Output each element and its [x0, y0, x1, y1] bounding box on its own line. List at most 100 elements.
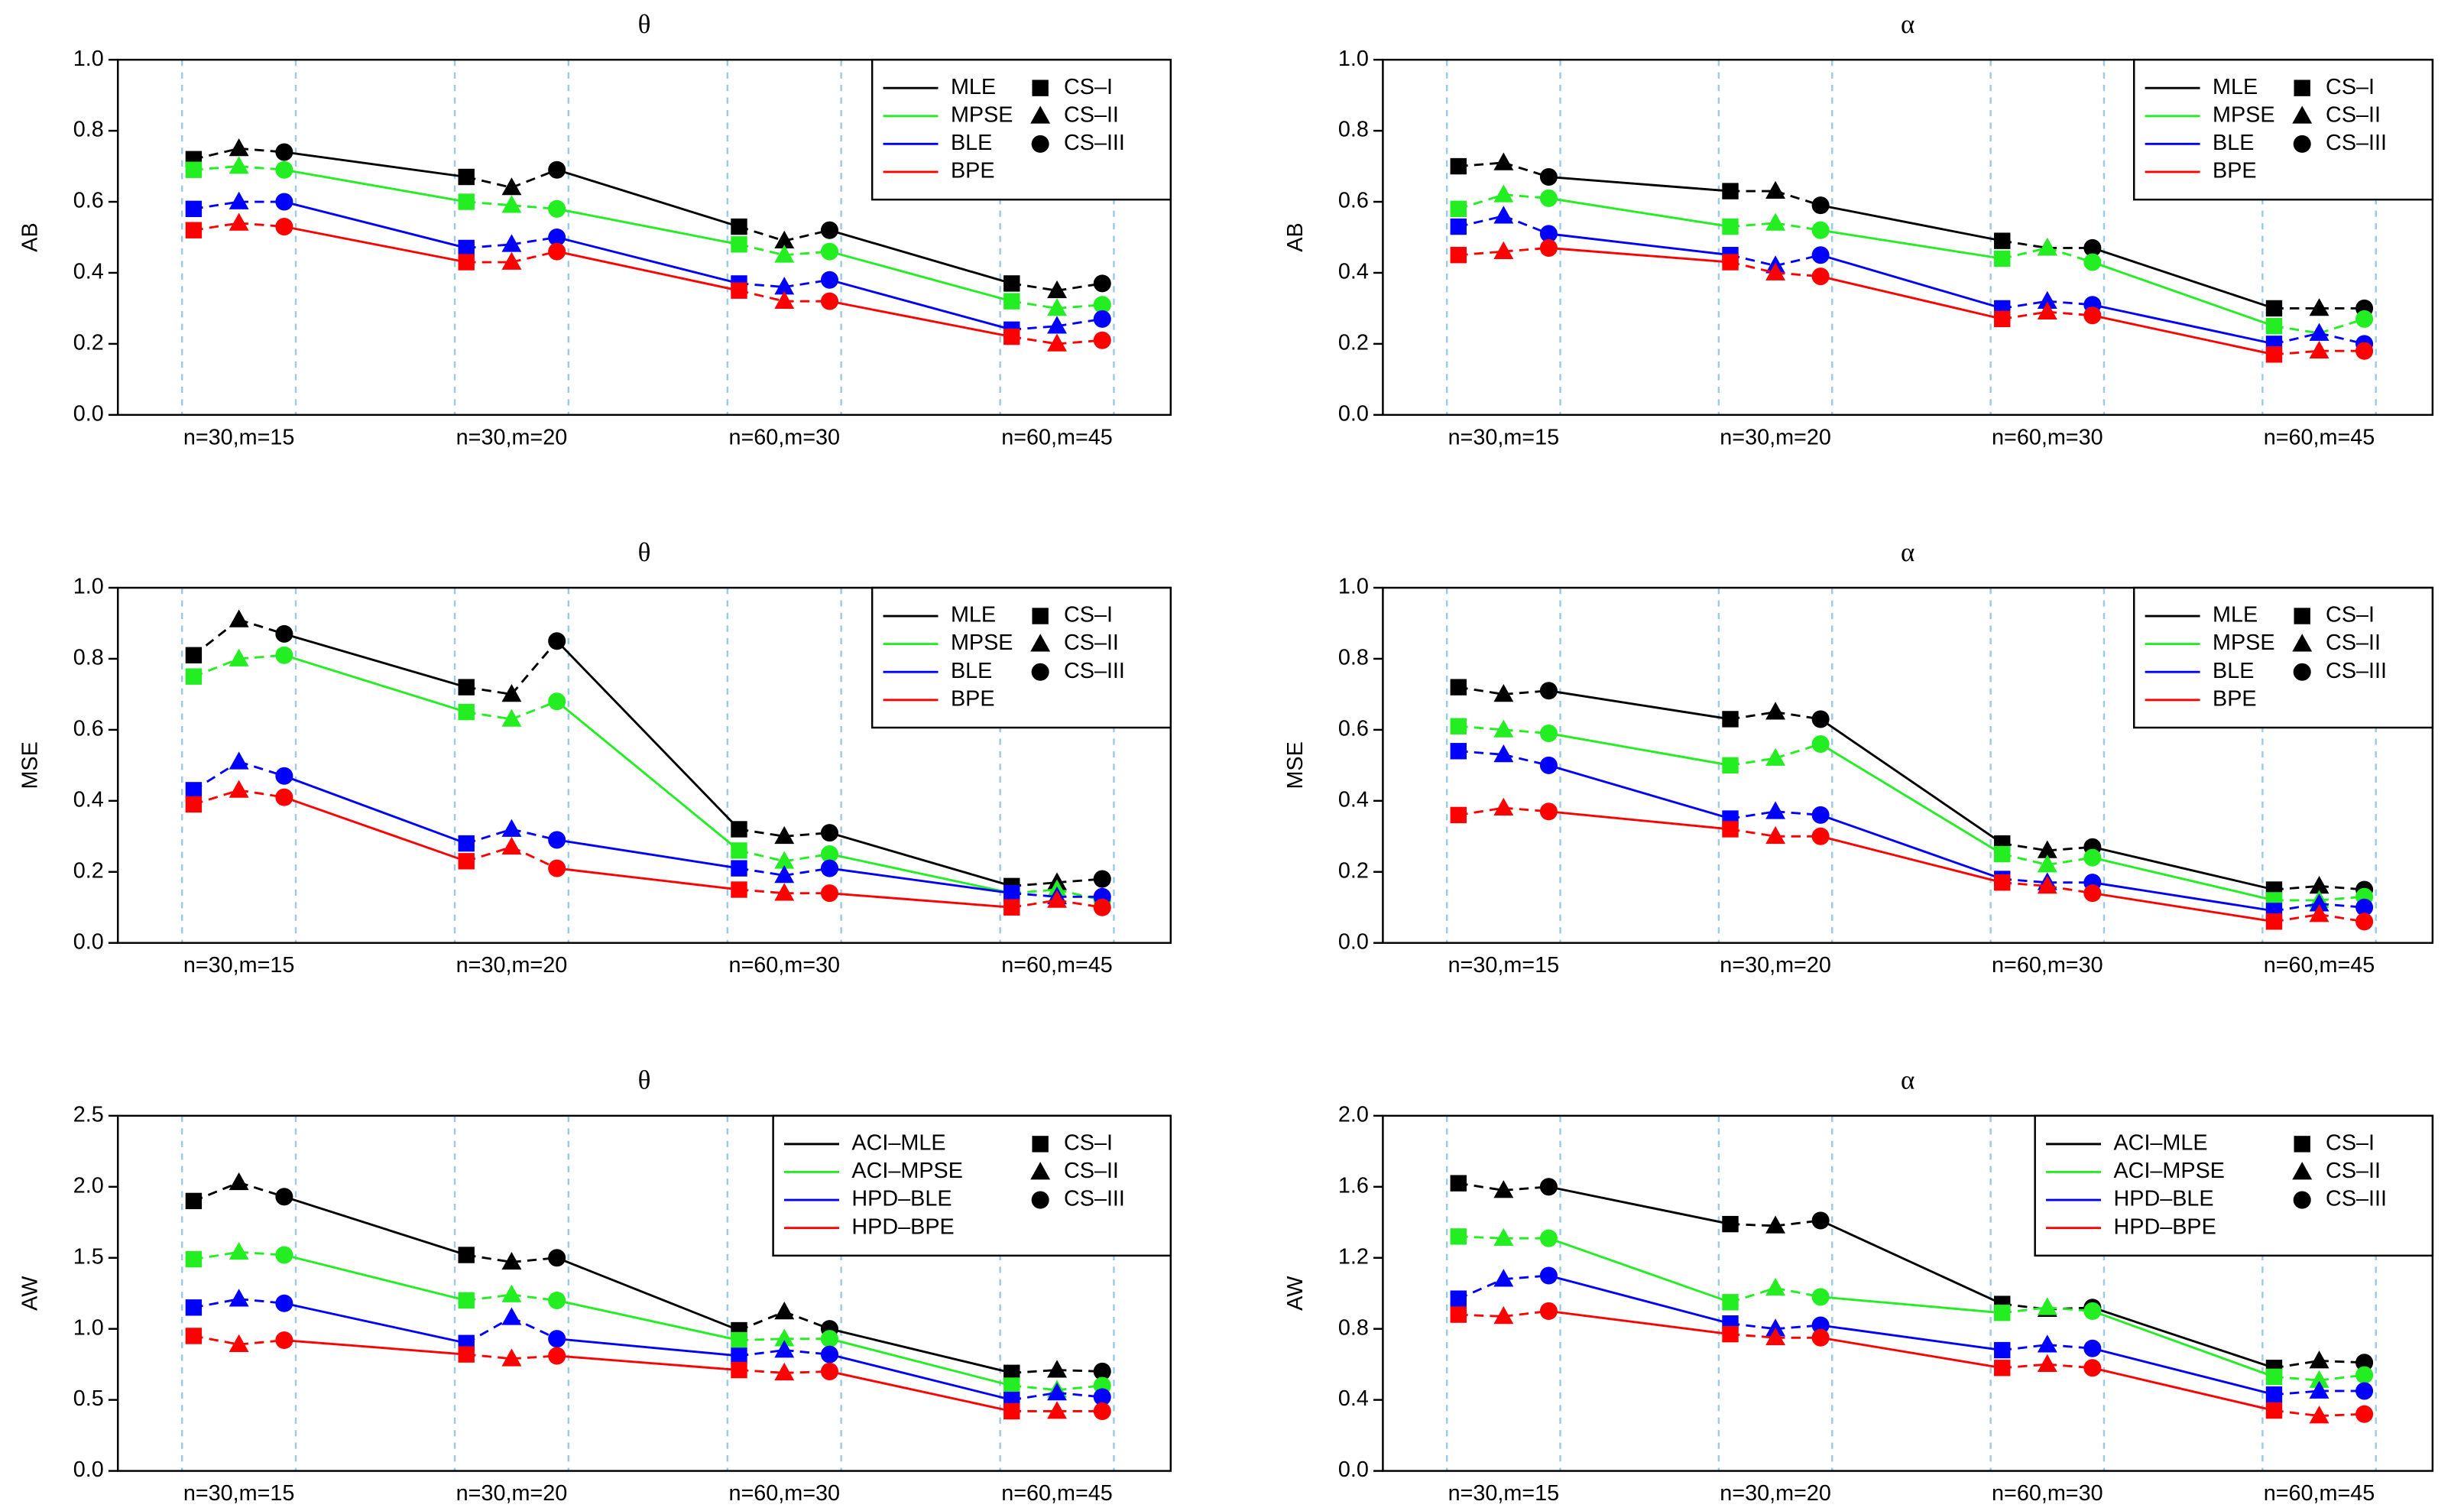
marker-circle: [548, 228, 566, 247]
marker-square: [458, 1247, 475, 1263]
marker-square: [1450, 218, 1467, 235]
marker-triangle: [2309, 875, 2329, 894]
legend-box: [2132, 586, 2434, 729]
series-segment: [829, 892, 1012, 909]
marker-triangle: [229, 751, 249, 770]
marker-triangle: [229, 212, 249, 231]
marker-triangle: [1493, 241, 1514, 259]
x-tick-label: n=30,m=15: [183, 425, 295, 449]
panel-title: θ: [638, 537, 651, 567]
marker-square: [458, 1346, 475, 1363]
series-segment: [556, 1338, 740, 1357]
y-tick-label: 1.2: [1338, 1244, 1369, 1269]
legend-scheme-label: CS–I: [1064, 75, 1113, 99]
legend-scheme-label: CS–II: [2326, 631, 2381, 655]
marker-circle: [548, 831, 566, 849]
x-tick-label: n=30,m=20: [456, 1481, 568, 1506]
marker-square: [458, 254, 475, 271]
marker-square: [1003, 328, 1020, 345]
series-segment: [284, 151, 467, 178]
x-tick-label: n=60,m=45: [1001, 1481, 1113, 1506]
marker-square: [458, 1292, 475, 1309]
marker-triangle: [774, 245, 795, 263]
marker-triangle: [2292, 105, 2313, 124]
marker-square: [731, 842, 747, 859]
marker-triangle: [1493, 719, 1514, 738]
marker-circle: [2355, 1382, 2374, 1400]
legend-label: MPSE: [951, 102, 1013, 127]
marker-square: [1003, 1377, 1020, 1394]
marker-square: [1994, 874, 2011, 891]
y-tick-label: 0.0: [73, 1457, 104, 1482]
series-segment: [284, 1339, 467, 1356]
marker-triangle: [774, 825, 795, 845]
marker-circle: [2293, 135, 2311, 153]
marker-square: [1994, 232, 2011, 249]
series-segment: [556, 867, 740, 891]
marker-circle: [1539, 756, 1558, 774]
marker-circle: [2083, 884, 2102, 903]
legend-box: [772, 1114, 1172, 1257]
marker-circle: [548, 242, 566, 261]
marker-triangle: [2309, 1350, 2329, 1369]
marker-square: [1722, 1325, 1739, 1343]
marker-triangle: [501, 251, 522, 270]
marker-triangle: [1493, 744, 1514, 763]
legend-label: BLE: [2213, 659, 2254, 683]
legend-box: [871, 58, 1172, 201]
legend-label: MPSE: [2213, 102, 2275, 127]
marker-triangle: [1047, 316, 1067, 334]
y-axis-label: MSE: [1283, 741, 1308, 789]
marker-triangle: [1493, 206, 1514, 224]
marker-triangle: [229, 1241, 249, 1260]
marker-triangle: [1493, 1306, 1514, 1325]
legend-label: MPSE: [2213, 631, 2275, 655]
marker-triangle: [1493, 152, 1514, 170]
series-segment: [1820, 1336, 2002, 1370]
y-tick-label: 0.8: [1338, 1315, 1369, 1340]
marker-triangle: [501, 819, 522, 837]
y-tick-label: 0.0: [1338, 929, 1369, 954]
legend-label: BLE: [2213, 131, 2254, 155]
marker-circle: [2293, 663, 2311, 681]
x-tick-label: n=60,m=45: [2264, 953, 2375, 978]
marker-circle: [2355, 1366, 2374, 1384]
marker-circle: [275, 767, 293, 785]
marker-square: [458, 168, 475, 186]
marker-triangle: [2037, 840, 2057, 858]
marker-square: [1994, 310, 2011, 328]
marker-triangle: [229, 156, 249, 174]
legend-label: ACI–MPSE: [2113, 1159, 2224, 1183]
marker-square: [1003, 1364, 1020, 1381]
marker-square: [458, 239, 475, 257]
marker-circle: [1031, 135, 1049, 153]
marker-square: [2265, 913, 2283, 930]
legend-label: ACI–MLE: [2113, 1130, 2207, 1155]
marker-triangle: [501, 836, 522, 855]
series-segment: [1820, 254, 2003, 310]
legend-scheme-label: CS–I: [1064, 603, 1113, 627]
marker-circle: [820, 271, 838, 289]
legend-scheme-label: CS–II: [2326, 1159, 2381, 1183]
marker-triangle: [229, 138, 249, 157]
marker-square: [1994, 1305, 2011, 1321]
y-tick-label: 0.6: [73, 189, 104, 213]
marker-square: [185, 668, 203, 685]
series-segment: [829, 832, 1013, 887]
marker-circle: [1539, 238, 1558, 257]
panel-title: α: [1901, 1065, 1914, 1095]
x-tick-label: n=60,m=30: [728, 1481, 840, 1506]
series-segment: [284, 1195, 467, 1256]
marker-square: [1450, 1306, 1467, 1323]
series-segment: [284, 1302, 467, 1344]
y-tick-label: 2.5: [73, 1102, 104, 1127]
marker-triangle: [774, 883, 795, 901]
marker-square: [2265, 1368, 2283, 1386]
marker-triangle: [501, 177, 522, 196]
marker-circle: [2083, 1359, 2102, 1377]
panel-title: α: [1901, 537, 1914, 567]
plot-frame: [1382, 58, 2434, 417]
legend-label: HPD–BLE: [851, 1187, 952, 1211]
marker-circle: [2083, 848, 2102, 867]
marker-circle: [275, 1294, 293, 1312]
